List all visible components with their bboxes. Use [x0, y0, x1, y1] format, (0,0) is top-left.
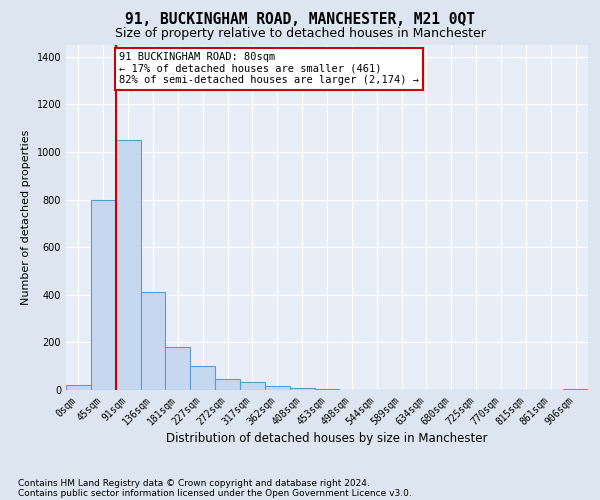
Bar — [563, 389, 588, 390]
Text: Contains public sector information licensed under the Open Government Licence v3: Contains public sector information licen… — [18, 488, 412, 498]
Text: Contains HM Land Registry data © Crown copyright and database right 2024.: Contains HM Land Registry data © Crown c… — [18, 478, 370, 488]
Bar — [215, 378, 240, 390]
Bar — [66, 385, 91, 390]
Bar — [314, 389, 340, 390]
Text: 91, BUCKINGHAM ROAD, MANCHESTER, M21 0QT: 91, BUCKINGHAM ROAD, MANCHESTER, M21 0QT — [125, 12, 475, 28]
Text: 91 BUCKINGHAM ROAD: 80sqm
← 17% of detached houses are smaller (461)
82% of semi: 91 BUCKINGHAM ROAD: 80sqm ← 17% of detac… — [119, 52, 419, 86]
Bar — [190, 366, 215, 390]
Bar — [290, 388, 314, 390]
Bar — [140, 292, 166, 390]
Bar — [116, 140, 140, 390]
Text: Size of property relative to detached houses in Manchester: Size of property relative to detached ho… — [115, 28, 485, 40]
Bar — [166, 347, 190, 390]
X-axis label: Distribution of detached houses by size in Manchester: Distribution of detached houses by size … — [166, 432, 488, 446]
Y-axis label: Number of detached properties: Number of detached properties — [21, 130, 31, 305]
Bar — [91, 200, 116, 390]
Bar — [265, 386, 290, 390]
Bar — [240, 382, 265, 390]
